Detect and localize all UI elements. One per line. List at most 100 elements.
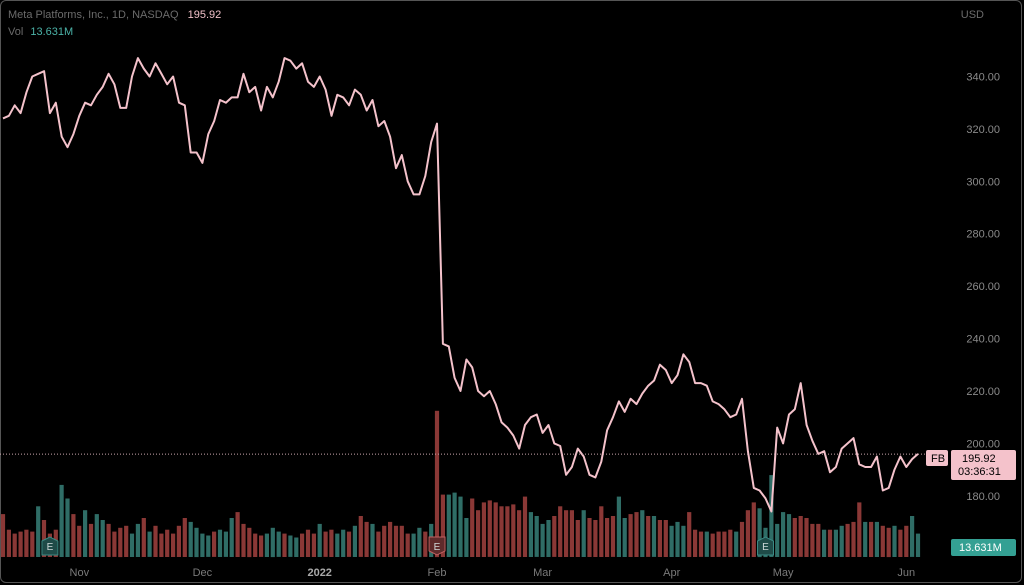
volume-bar <box>757 508 762 558</box>
volume-bar <box>610 516 616 557</box>
volume-bar <box>687 512 692 557</box>
earnings-marker-label: E <box>762 542 769 553</box>
volume-bar <box>470 498 475 557</box>
x-tick-label: Jun <box>897 567 915 579</box>
volume-tag-text: 13.631M <box>959 542 1002 554</box>
symbol-header: Meta Platforms, Inc., 1D, NASDAQ 195.92 <box>8 9 221 21</box>
volume-bar <box>605 518 610 557</box>
volume-bar <box>587 518 592 557</box>
volume-bar <box>704 531 709 557</box>
volume-bar <box>247 527 252 558</box>
volume-bar <box>135 523 140 557</box>
volume-bar <box>282 533 287 557</box>
volume-bar <box>511 504 516 557</box>
volume-bar <box>294 537 299 557</box>
currency-label: USD <box>960 9 984 21</box>
y-tick-label: 180.00 <box>966 491 1000 503</box>
volume-bar <box>446 494 451 557</box>
volume-bar <box>839 525 844 557</box>
volume-bar <box>83 510 88 557</box>
volume-bar <box>833 529 838 557</box>
volume-bar <box>288 535 293 557</box>
volume-bar <box>493 502 498 557</box>
volume-bar <box>41 520 47 557</box>
volume-bar <box>370 523 375 557</box>
volume-header: Vol 13.631M <box>8 26 73 38</box>
volume-bar <box>176 525 181 557</box>
price-series <box>0 57 926 513</box>
volume-value: 13.631M <box>30 26 74 38</box>
volume-bar <box>382 525 387 557</box>
volume-bar <box>640 510 645 557</box>
volume-bar <box>399 525 404 557</box>
volume-bar <box>423 531 428 557</box>
volume-bar <box>77 525 82 557</box>
symbol-line: Meta Platforms, Inc., 1D, NASDAQ <box>8 9 179 21</box>
volume-bar <box>12 533 17 557</box>
volume-bar <box>775 523 780 557</box>
price-tag-bg <box>951 450 1016 480</box>
volume-bar <box>517 510 522 557</box>
volume-bar <box>346 531 352 557</box>
volume-bar <box>171 533 176 557</box>
volume-bar <box>663 520 668 557</box>
x-tick-label: May <box>773 567 794 579</box>
volume-bar <box>851 521 856 557</box>
volume-bar <box>786 514 792 557</box>
volume-bar <box>405 533 410 557</box>
earnings-marker-label: E <box>47 542 54 553</box>
volume-bar <box>106 523 111 557</box>
volume-bar <box>698 531 704 557</box>
volume-bar <box>223 531 228 557</box>
x-axis: Nov Dec 2022 Feb Mar Apr May Jun <box>70 567 916 579</box>
volume-bar <box>24 529 29 557</box>
volume-bar <box>94 514 99 557</box>
volume-bar <box>305 529 311 557</box>
volume-bar <box>59 484 64 557</box>
volume-bar <box>904 525 909 557</box>
volume-bar <box>335 533 340 557</box>
volume-bar <box>235 512 240 557</box>
volume-bar <box>622 518 627 557</box>
symbol-tag-text: FB <box>931 453 945 465</box>
volume-bar <box>241 523 246 557</box>
volume-bar <box>124 525 129 557</box>
volume-bar <box>710 533 715 557</box>
volume-bar <box>734 531 739 557</box>
volume-bar <box>522 496 528 557</box>
x-tick-label: Mar <box>533 567 552 579</box>
volume-bar <box>153 525 158 557</box>
volume-bar <box>910 516 915 557</box>
volume-bar <box>341 529 346 557</box>
volume-bar <box>827 529 833 557</box>
volume-bar <box>546 520 551 557</box>
volume-bar <box>0 514 6 557</box>
volume-bar <box>722 531 727 557</box>
volume-bar <box>229 518 234 557</box>
volume-bar <box>434 410 440 558</box>
volume-bar <box>458 496 463 557</box>
volume-bar <box>657 520 662 557</box>
volume-bar <box>792 518 797 557</box>
volume-bar <box>36 506 41 557</box>
volume-bar <box>534 516 539 557</box>
volume-bar <box>499 506 504 557</box>
volume-bar <box>634 512 639 557</box>
volume-bar <box>693 529 698 557</box>
volume-bar <box>816 523 821 557</box>
volume-bar <box>822 529 827 557</box>
volume-bar <box>593 520 598 557</box>
volume-bar <box>88 523 94 557</box>
volume-bar <box>100 520 105 557</box>
volume-label: Vol <box>8 26 24 38</box>
volume-bar <box>669 525 674 557</box>
volume-bar <box>71 514 76 557</box>
volume-bar <box>388 521 393 557</box>
x-tick-label: Dec <box>193 567 213 579</box>
volume-bar <box>147 531 152 557</box>
volume-bar <box>569 510 574 557</box>
volume-bar <box>540 523 545 557</box>
